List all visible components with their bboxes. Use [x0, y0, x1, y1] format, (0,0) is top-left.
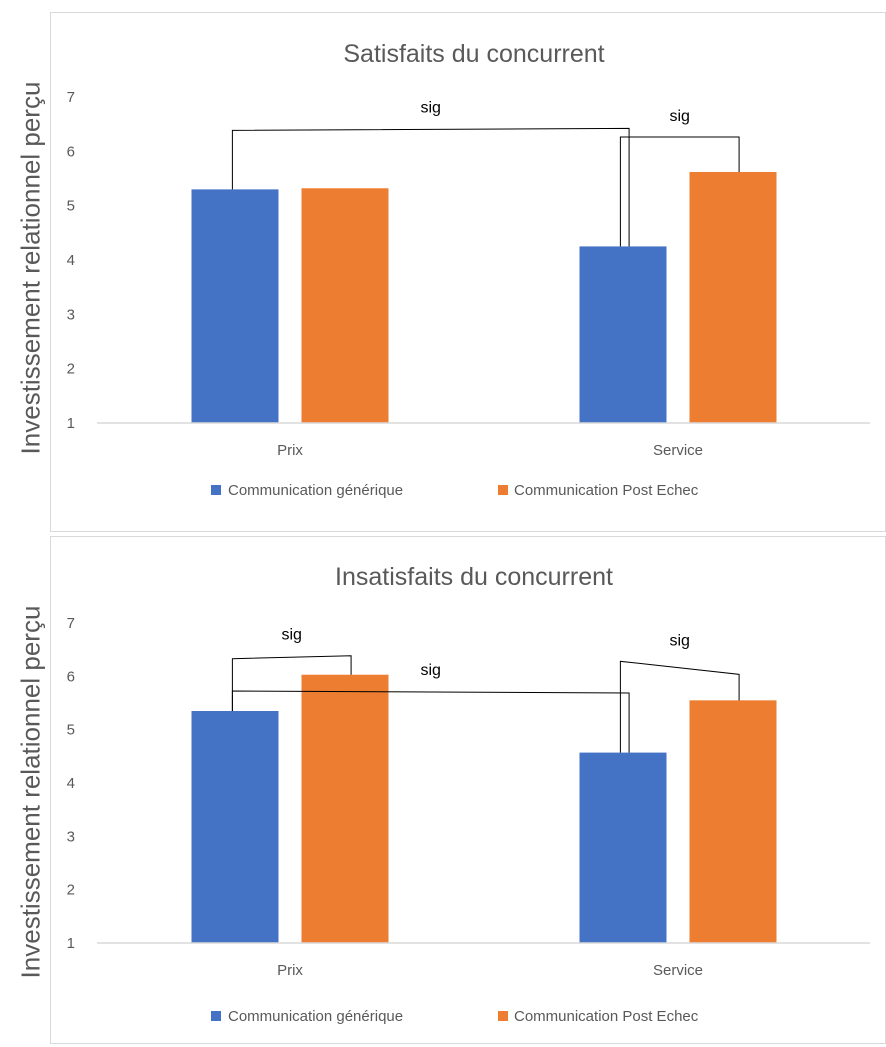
bar [579, 752, 667, 943]
legend-label: Communication générique [228, 1008, 403, 1025]
y-tick-label: 6 [67, 143, 75, 160]
legend-label: Communication Post Echec [514, 1008, 699, 1025]
y-tick-label: 6 [67, 668, 75, 685]
chart-title: Satisfaits du concurrent [343, 40, 604, 68]
significance-bracket [619, 136, 740, 247]
y-tick-label: 2 [67, 882, 75, 899]
y-tick-label: 1 [67, 935, 75, 952]
significance-bracket [619, 660, 740, 753]
y-tick-label: 3 [67, 828, 75, 845]
x-tick-label: Prix [277, 442, 303, 459]
bar [689, 171, 777, 423]
bar [301, 674, 389, 943]
y-tick-label: 5 [67, 198, 75, 215]
significance-bracket [231, 690, 630, 753]
y-tick-label: 2 [67, 361, 75, 378]
bar [689, 700, 777, 943]
y-tick-label: 7 [67, 89, 75, 106]
legend-label: Communication Post Echec [514, 482, 699, 499]
bar [191, 189, 279, 423]
y-tick-label: 4 [67, 775, 75, 792]
legend-swatch [498, 485, 508, 495]
y-tick-label: 3 [67, 306, 75, 323]
significance-label: sig [421, 662, 441, 679]
y-tick-label: 5 [67, 722, 75, 739]
significance-bracket [231, 127, 630, 247]
significance-label: sig [670, 632, 690, 649]
x-tick-label: Prix [277, 962, 303, 979]
y-tick-label: 7 [67, 615, 75, 632]
bar [191, 711, 279, 943]
significance-label: sig [670, 108, 690, 125]
y-tick-label: 1 [67, 415, 75, 432]
legend-label: Communication générique [228, 482, 403, 499]
y-tick-label: 4 [67, 252, 75, 269]
x-tick-label: Service [653, 962, 703, 979]
x-tick-label: Service [653, 442, 703, 459]
significance-label: sig [421, 99, 441, 116]
bar [301, 188, 389, 423]
significance-label: sig [282, 627, 302, 644]
legend-swatch [211, 1011, 221, 1021]
bar [579, 246, 667, 423]
legend-swatch [211, 485, 221, 495]
significance-bracket [231, 655, 352, 711]
legend-swatch [498, 1011, 508, 1021]
chart-title: Insatisfaits du concurrent [335, 563, 613, 591]
